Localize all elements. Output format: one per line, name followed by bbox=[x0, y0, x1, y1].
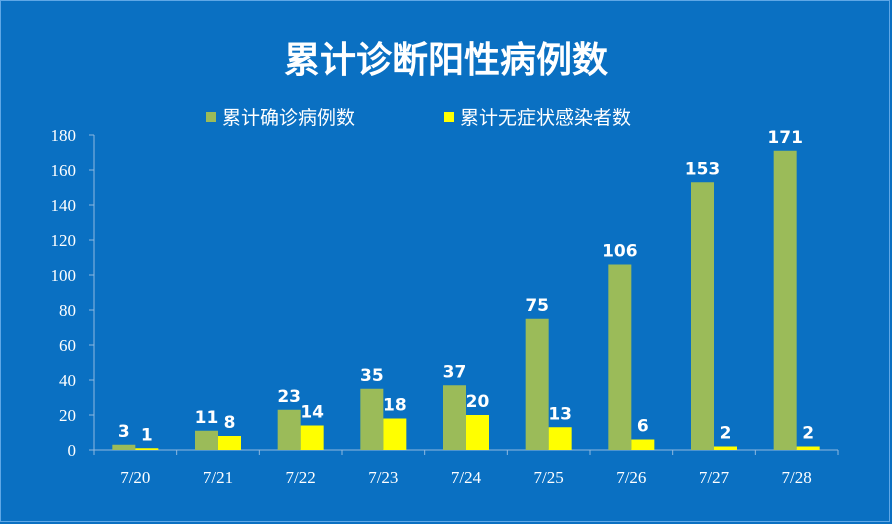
bar-1 bbox=[360, 388, 384, 450]
bar-2 bbox=[135, 448, 159, 450]
bar-2 bbox=[796, 446, 820, 450]
data-label-1: 11 bbox=[195, 408, 219, 428]
y-tick-label: 100 bbox=[51, 266, 77, 285]
y-tick-label: 60 bbox=[59, 336, 76, 355]
x-category-label: 7/24 bbox=[451, 468, 482, 487]
bar-1 bbox=[277, 409, 301, 450]
bar-1 bbox=[525, 318, 549, 450]
bar-2 bbox=[218, 436, 241, 450]
bar-1 bbox=[691, 182, 714, 450]
bar-2 bbox=[383, 418, 407, 450]
data-label-2: 1 bbox=[141, 425, 153, 445]
x-category-label: 7/22 bbox=[286, 468, 316, 487]
bar-1 bbox=[773, 150, 797, 450]
data-label-1: 153 bbox=[685, 159, 721, 179]
data-label-2: 20 bbox=[466, 392, 490, 412]
y-tick-label: 20 bbox=[59, 406, 76, 425]
x-category-label: 7/21 bbox=[203, 468, 233, 487]
x-category-label: 7/23 bbox=[368, 468, 398, 487]
y-tick-label: 0 bbox=[68, 441, 77, 460]
bar-2 bbox=[300, 425, 324, 450]
legend-swatch-1 bbox=[206, 112, 216, 122]
data-label-1: 171 bbox=[767, 128, 803, 148]
legend-label-2: 累计无症状感染者数 bbox=[460, 107, 631, 129]
data-label-1: 37 bbox=[443, 362, 467, 382]
data-label-1: 106 bbox=[602, 242, 638, 262]
legend-label-1: 累计确诊病例数 bbox=[222, 107, 355, 129]
data-label-2: 14 bbox=[300, 403, 324, 423]
x-category-label: 7/27 bbox=[699, 468, 730, 487]
chart-title: 累计诊断阳性病例数 bbox=[284, 40, 608, 81]
data-label-2: 18 bbox=[383, 396, 407, 416]
legend-swatch-2 bbox=[444, 112, 454, 122]
bar-2 bbox=[714, 446, 737, 450]
bar-1 bbox=[112, 444, 136, 450]
x-category-label: 7/20 bbox=[120, 468, 150, 487]
y-tick-label: 80 bbox=[59, 301, 76, 320]
bar-1 bbox=[195, 430, 218, 450]
data-label-2: 2 bbox=[720, 424, 732, 444]
x-category-label: 7/26 bbox=[616, 468, 646, 487]
x-category-label: 7/25 bbox=[534, 468, 564, 487]
y-tick-label: 120 bbox=[51, 231, 77, 250]
bar-2 bbox=[631, 439, 655, 450]
bar-1 bbox=[608, 264, 632, 450]
y-tick-label: 180 bbox=[51, 126, 77, 145]
bar-2 bbox=[548, 427, 572, 450]
data-label-2: 2 bbox=[802, 424, 814, 444]
data-label-1: 3 bbox=[118, 422, 130, 442]
y-tick-label: 40 bbox=[59, 371, 76, 390]
bar-1 bbox=[443, 385, 466, 450]
data-label-1: 35 bbox=[360, 366, 384, 386]
y-tick-label: 160 bbox=[51, 161, 77, 180]
data-label-2: 6 bbox=[637, 417, 649, 437]
x-category-label: 7/28 bbox=[782, 468, 812, 487]
bar-2 bbox=[466, 415, 489, 450]
data-label-1: 23 bbox=[277, 387, 301, 407]
data-label-1: 75 bbox=[525, 296, 549, 316]
y-tick-label: 140 bbox=[51, 196, 77, 215]
data-label-2: 8 bbox=[224, 413, 236, 433]
data-label-2: 13 bbox=[548, 404, 572, 424]
